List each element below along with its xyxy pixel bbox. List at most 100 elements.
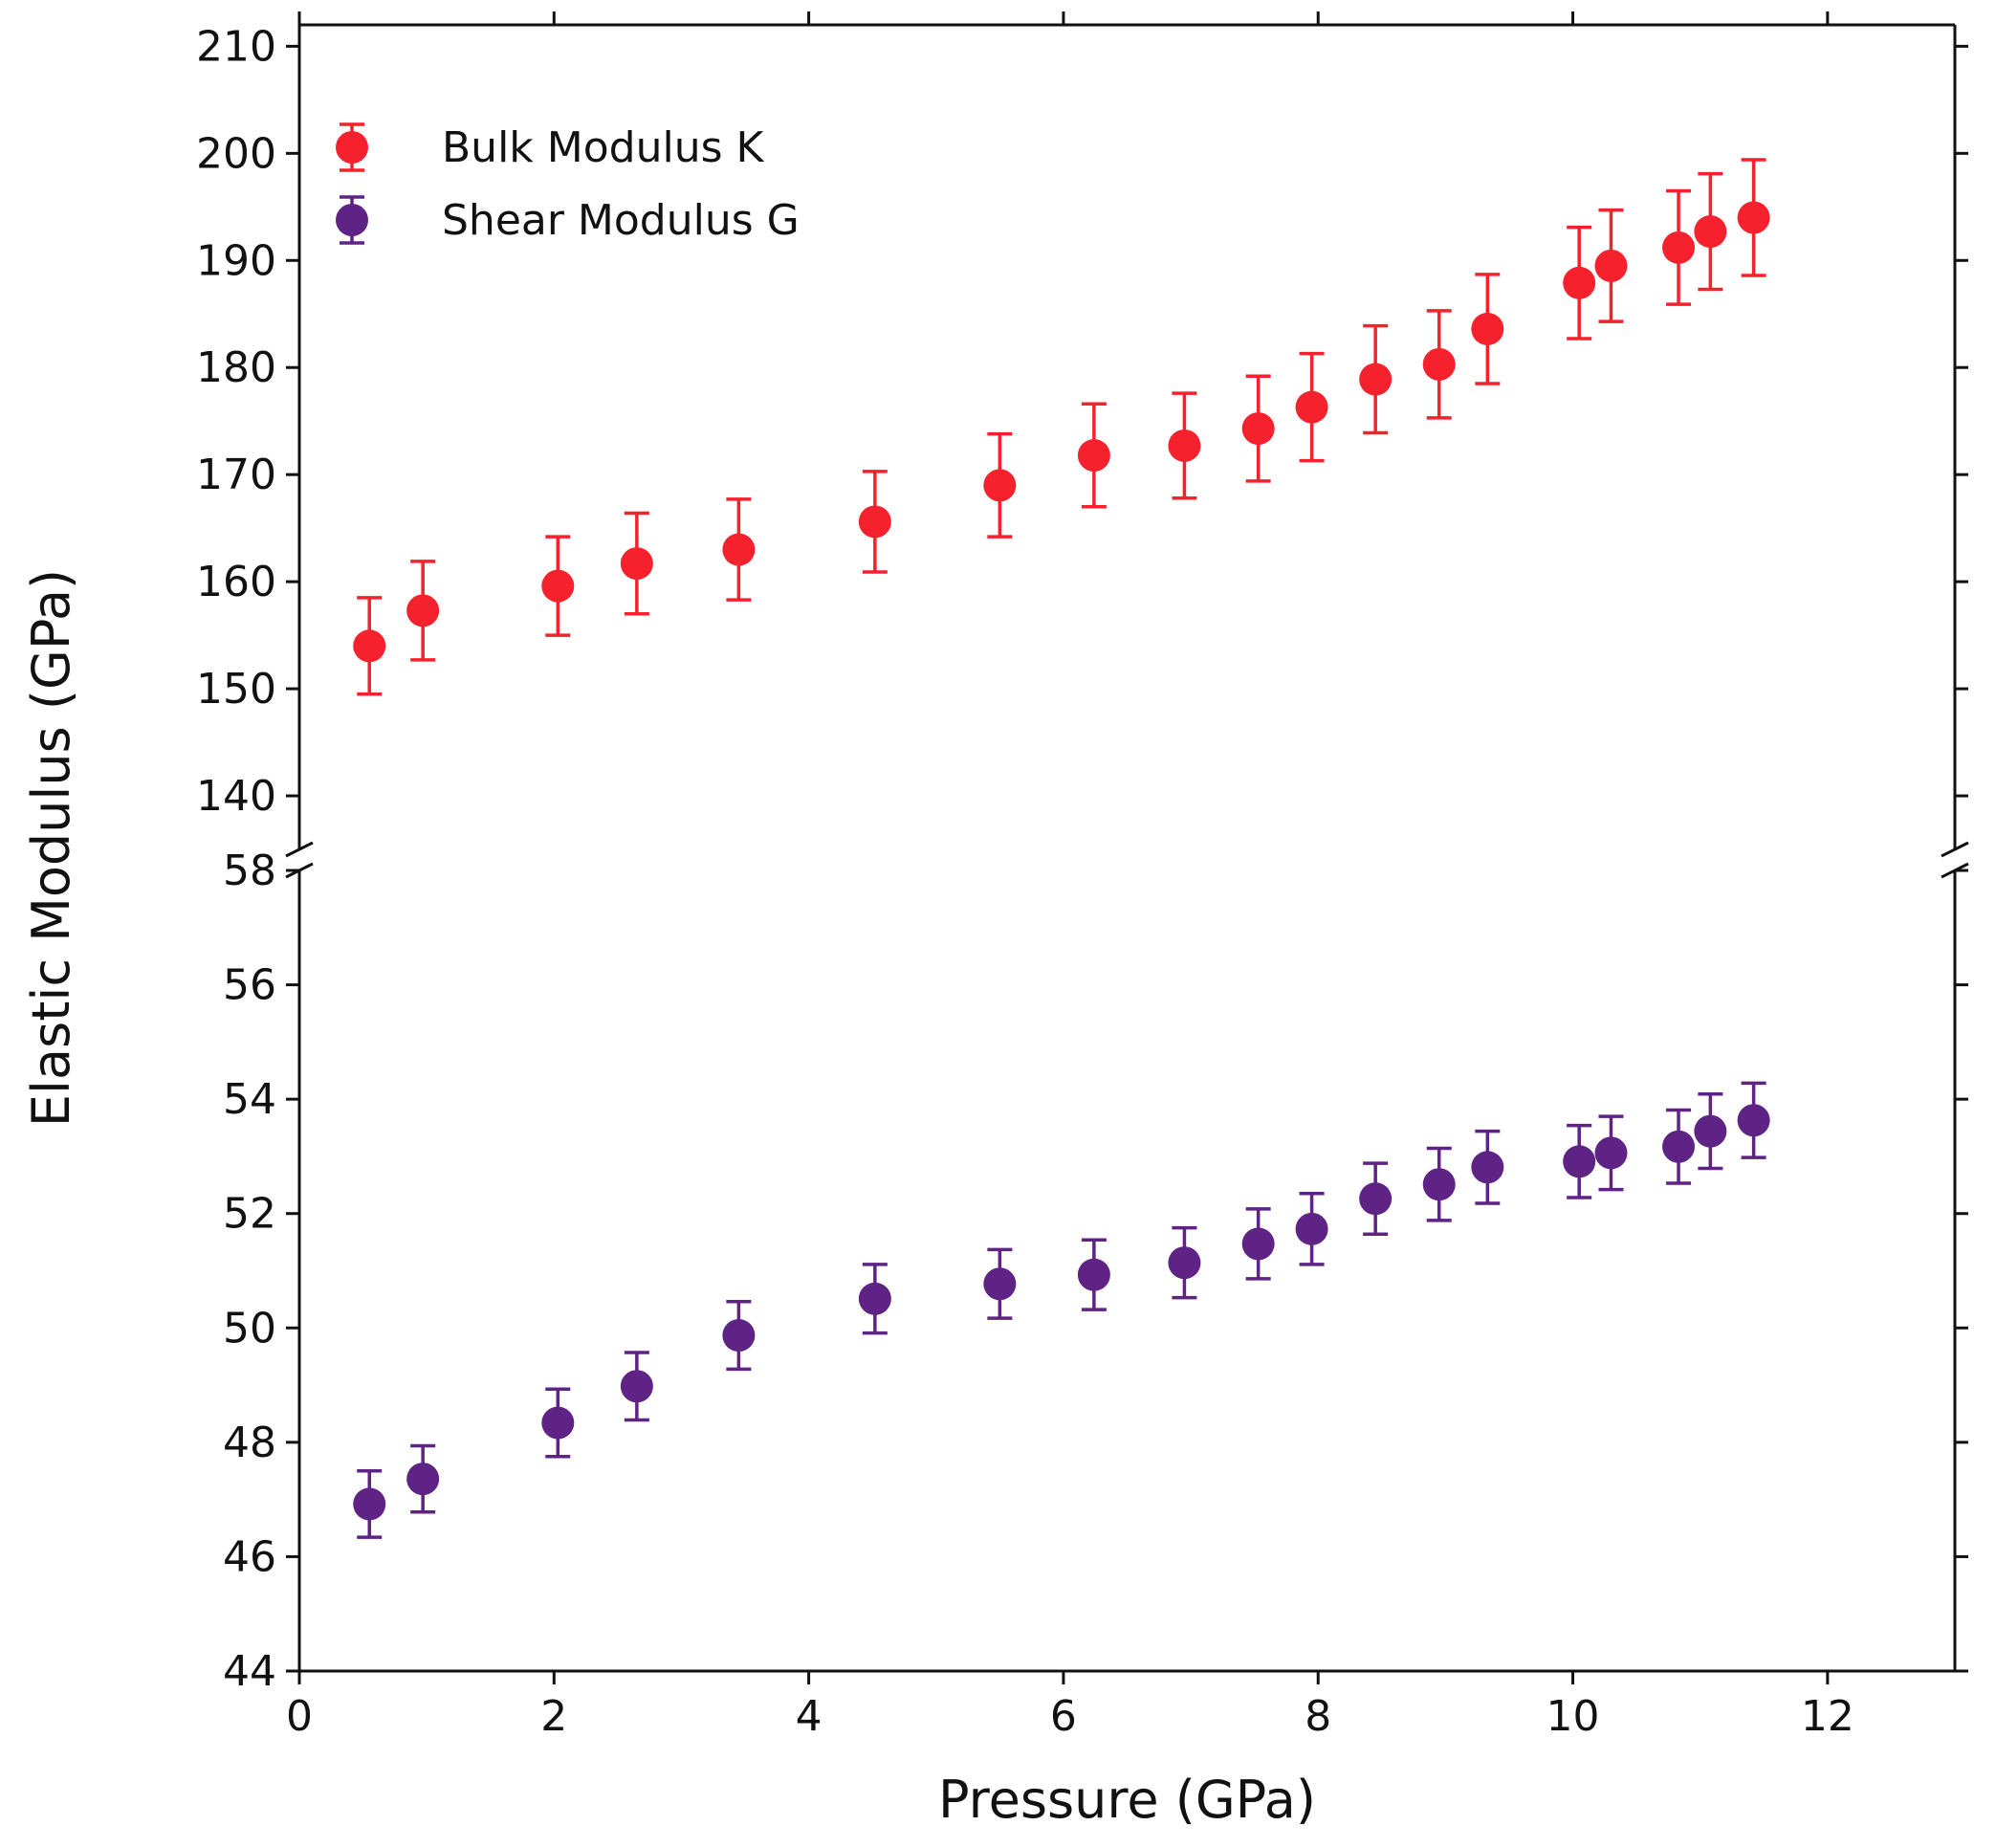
y-tick-label: 46 bbox=[223, 1532, 276, 1581]
shear-modulus-point bbox=[1737, 1081, 1770, 1159]
bulk-modulus-marker bbox=[620, 547, 653, 581]
shear-modulus-point bbox=[620, 1351, 653, 1422]
shear-modulus-point bbox=[1594, 1114, 1628, 1192]
shear-modulus-marker bbox=[1241, 1227, 1275, 1261]
bulk-modulus-marker bbox=[1422, 347, 1456, 381]
bulk-modulus-point bbox=[353, 596, 386, 696]
lower-panel bbox=[353, 1081, 1770, 1539]
bulk-modulus-marker bbox=[1471, 312, 1504, 345]
bulk-modulus-point bbox=[1594, 208, 1628, 323]
bulk-modulus-point bbox=[1077, 402, 1110, 509]
shear-modulus-marker bbox=[1594, 1136, 1628, 1170]
legend-bulk-entry: Bulk Modulus K bbox=[336, 122, 764, 172]
x-tick-label: 6 bbox=[1050, 1692, 1077, 1741]
bulk-modulus-marker bbox=[1737, 201, 1770, 234]
shear-modulus-marker bbox=[1737, 1104, 1770, 1137]
legend: Bulk Modulus K Shear Modulus G bbox=[336, 122, 800, 245]
bulk-modulus-point bbox=[541, 535, 575, 637]
shear-modulus-marker bbox=[1168, 1246, 1201, 1280]
bulk-modulus-point bbox=[858, 470, 891, 574]
y-tick-label: 54 bbox=[223, 1075, 276, 1124]
bulk-modulus-point bbox=[1168, 391, 1201, 500]
shear-modulus-marker bbox=[722, 1319, 756, 1353]
y-tick-label: 180 bbox=[196, 343, 276, 392]
bulk-modulus-marker bbox=[1295, 390, 1328, 424]
bulk-modulus-marker bbox=[1359, 363, 1393, 396]
shear-modulus-marker bbox=[353, 1487, 386, 1521]
y-tick-label: 48 bbox=[223, 1419, 276, 1467]
legend-shear-label: Shear Modulus G bbox=[442, 196, 800, 245]
bulk-modulus-point bbox=[1563, 225, 1596, 341]
bulk-modulus-point bbox=[1359, 323, 1393, 435]
bulk-modulus-marker bbox=[541, 569, 575, 603]
shear-modulus-marker bbox=[541, 1406, 575, 1440]
bulk-modulus-point bbox=[1694, 171, 1727, 292]
x-tick-label: 2 bbox=[540, 1692, 567, 1741]
shear-modulus-point bbox=[353, 1469, 386, 1539]
bulk-modulus-point bbox=[620, 511, 653, 616]
y-tick-label: 200 bbox=[196, 129, 276, 178]
shear-modulus-point bbox=[858, 1263, 891, 1335]
shear-modulus-point bbox=[1168, 1225, 1201, 1300]
y-tick-label: 52 bbox=[223, 1190, 276, 1239]
shear-modulus-marker bbox=[1471, 1151, 1504, 1184]
y-tick-label: 190 bbox=[196, 236, 276, 285]
legend-shear-marker bbox=[336, 204, 368, 236]
bulk-modulus-marker bbox=[353, 629, 386, 663]
shear-modulus-marker bbox=[1359, 1182, 1393, 1216]
bulk-modulus-point bbox=[983, 431, 1017, 539]
x-tick-label: 12 bbox=[1801, 1692, 1854, 1741]
bulk-modulus-marker bbox=[1168, 429, 1201, 462]
y-tick-label: 58 bbox=[223, 847, 276, 895]
shear-modulus-marker bbox=[983, 1267, 1017, 1301]
bulk-modulus-point bbox=[1241, 374, 1275, 483]
y-tick-label: 210 bbox=[196, 22, 276, 71]
bulk-modulus-marker bbox=[1241, 412, 1275, 446]
shear-modulus-point bbox=[722, 1300, 756, 1372]
shear-modulus-marker bbox=[1077, 1258, 1110, 1291]
shear-modulus-marker bbox=[1563, 1145, 1596, 1178]
shear-modulus-marker bbox=[1422, 1168, 1456, 1201]
bulk-modulus-point bbox=[722, 497, 756, 602]
shear-modulus-point bbox=[1359, 1161, 1393, 1236]
y-tick-label: 56 bbox=[223, 961, 276, 1010]
y-axis-title: Elastic Modulus (GPa) bbox=[21, 569, 81, 1127]
shear-modulus-point bbox=[1295, 1192, 1328, 1266]
bulk-modulus-point bbox=[1422, 309, 1456, 420]
shear-modulus-point bbox=[983, 1247, 1017, 1320]
axes: 1401501601701801902002104446485052545658… bbox=[196, 11, 1969, 1741]
shear-modulus-point bbox=[1241, 1207, 1275, 1281]
y-tick-label: 150 bbox=[196, 665, 276, 714]
bulk-modulus-marker bbox=[1694, 215, 1727, 249]
bulk-modulus-point bbox=[1295, 351, 1328, 463]
bulk-modulus-marker bbox=[406, 594, 440, 627]
x-tick-label: 0 bbox=[286, 1692, 313, 1741]
x-tick-label: 10 bbox=[1546, 1692, 1600, 1741]
shear-modulus-point bbox=[541, 1387, 575, 1459]
bulk-modulus-marker bbox=[722, 533, 756, 566]
shear-modulus-point bbox=[1422, 1146, 1456, 1222]
shear-modulus-point bbox=[1662, 1108, 1696, 1185]
legend-shear-entry: Shear Modulus G bbox=[336, 195, 800, 245]
y-tick-label: 140 bbox=[196, 772, 276, 821]
bulk-modulus-marker bbox=[983, 469, 1017, 502]
y-tick-label: 50 bbox=[223, 1304, 276, 1353]
bulk-modulus-point bbox=[1662, 188, 1696, 306]
shear-modulus-marker bbox=[1662, 1130, 1696, 1163]
shear-modulus-marker bbox=[406, 1463, 440, 1496]
shear-modulus-point bbox=[1694, 1092, 1727, 1171]
legend-bulk-marker bbox=[336, 131, 368, 164]
bulk-modulus-point bbox=[1737, 158, 1770, 277]
axis-break-mark bbox=[285, 841, 314, 858]
shear-modulus-marker bbox=[858, 1282, 891, 1315]
bulk-modulus-marker bbox=[1563, 266, 1596, 299]
shear-modulus-marker bbox=[620, 1370, 653, 1403]
x-tick-label: 8 bbox=[1305, 1692, 1331, 1741]
y-tick-label: 170 bbox=[196, 451, 276, 499]
shear-modulus-marker bbox=[1295, 1212, 1328, 1245]
legend-bulk-label: Bulk Modulus K bbox=[442, 123, 764, 172]
bulk-modulus-point bbox=[406, 560, 440, 662]
bulk-modulus-marker bbox=[1662, 231, 1696, 264]
shear-modulus-marker bbox=[1694, 1114, 1727, 1148]
